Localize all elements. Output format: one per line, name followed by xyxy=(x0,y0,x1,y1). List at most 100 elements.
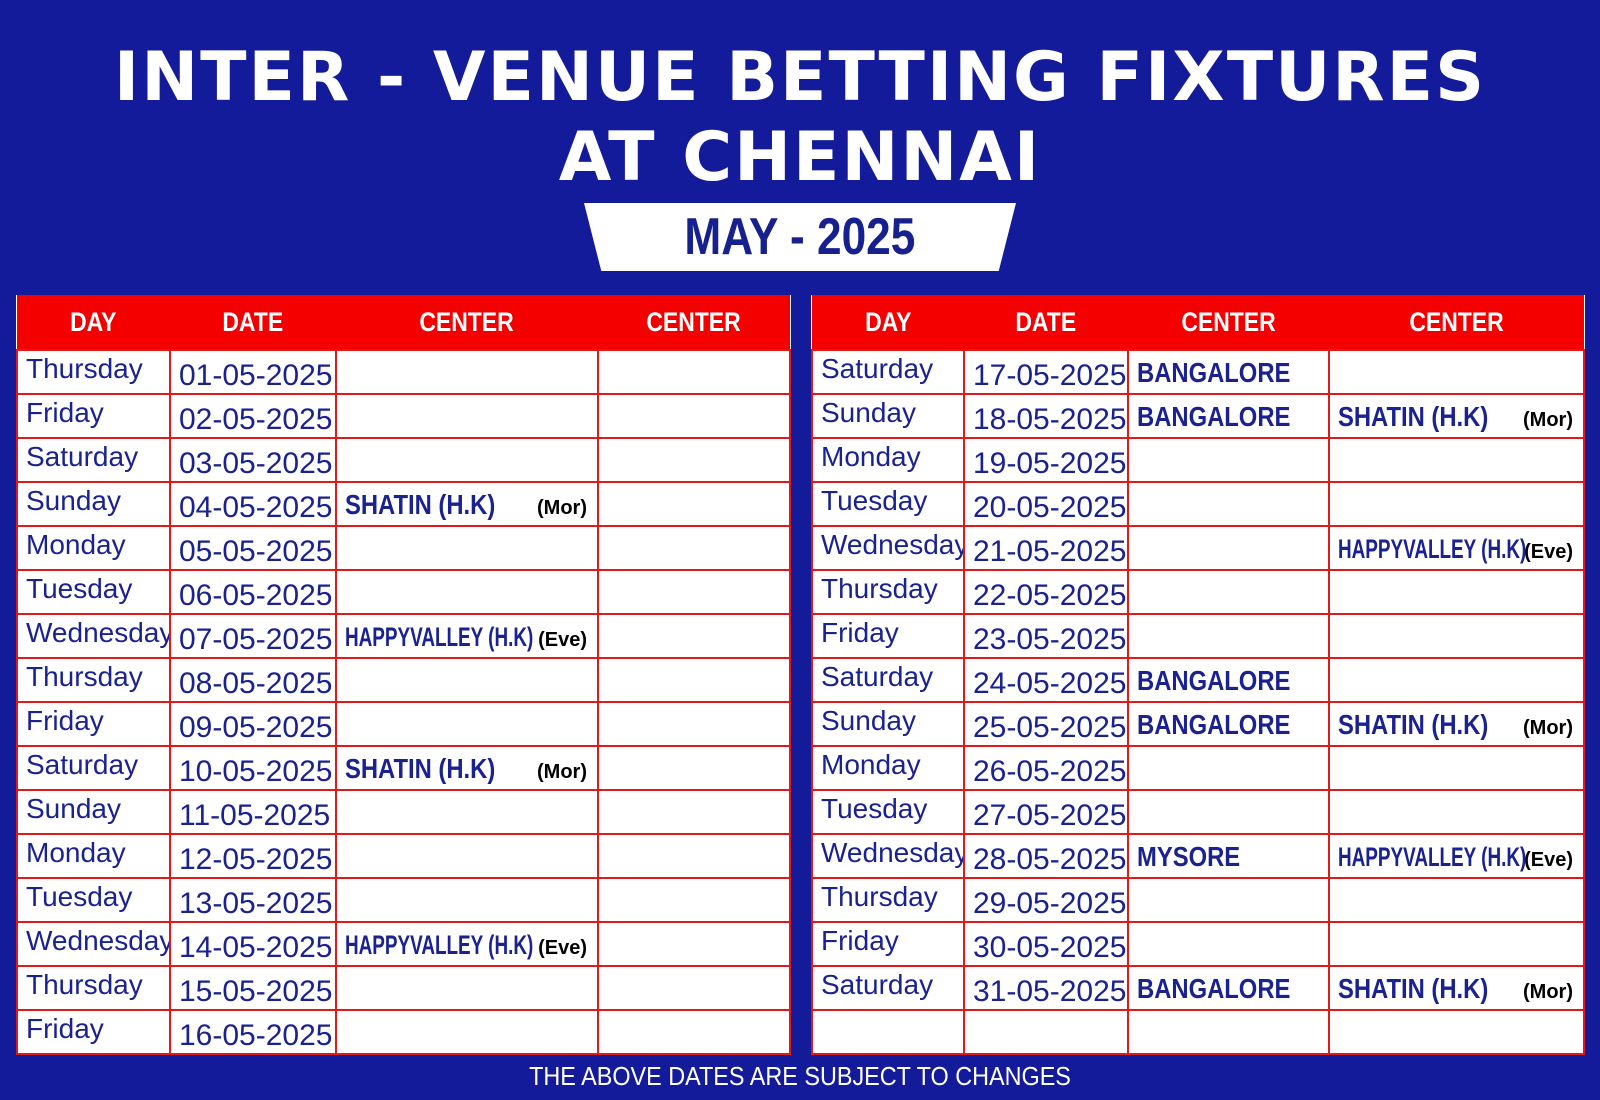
day-cell: Thursday xyxy=(16,965,171,1011)
day-cell: Tuesday xyxy=(16,569,171,615)
table-row: Monday 12-05-2025 xyxy=(16,833,791,879)
table-row: Friday 02-05-2025 xyxy=(16,393,791,439)
center-name: BANGALORE xyxy=(1137,400,1291,432)
date-cell: 08-05-2025 xyxy=(169,657,337,703)
day-cell xyxy=(811,1009,965,1055)
date-cell: 05-05-2025 xyxy=(169,525,337,571)
session-tag: (Eve) xyxy=(538,629,587,651)
center-cell: SHATIN (H.K) (Mor) xyxy=(1328,393,1585,439)
fixtures-table-left: DAY DATE CENTER CENTER Thursday 01-05-2025 Fri… xyxy=(16,295,791,1055)
day-cell: Sunday xyxy=(16,481,171,527)
day-cell: Sunday xyxy=(16,789,171,835)
table-row: Saturday 17-05-2025 BANGALORE xyxy=(811,349,1585,395)
center-cell: HAPPYVALLEY (H.K) (Eve) xyxy=(1328,833,1585,879)
center-cell xyxy=(597,525,791,571)
center-cell xyxy=(597,745,791,791)
day-cell: Sunday xyxy=(811,701,965,747)
table-row: Thursday 29-05-2025 xyxy=(811,877,1585,923)
center-cell: BANGALORE xyxy=(1127,965,1330,1011)
center-cell xyxy=(1328,569,1585,615)
table-row: Sunday 18-05-2025 BANGALORE SHATIN (H.K) (Mo… xyxy=(811,393,1585,439)
center-name: HAPPYVALLEY (H.K) xyxy=(1338,533,1527,564)
day-cell: Saturday xyxy=(16,745,171,791)
table-row: Saturday 03-05-2025 xyxy=(16,437,791,483)
date-cell: 22-05-2025 xyxy=(963,569,1129,615)
column-header: DAY xyxy=(812,295,964,350)
center-cell xyxy=(335,877,599,923)
header-row: DAY DATE CENTER CENTER xyxy=(812,295,1584,350)
day-cell: Tuesday xyxy=(811,789,965,835)
footer-note: THE ABOVE DATES ARE SUBJECT TO CHANGES xyxy=(529,1061,1071,1091)
date-cell: 07-05-2025 xyxy=(169,613,337,659)
day-cell: Friday xyxy=(16,393,171,439)
column-header: DAY xyxy=(17,295,170,350)
date-cell: 03-05-2025 xyxy=(169,437,337,483)
title-line-2: AT CHENNAI xyxy=(558,118,1042,197)
center-cell: BANGALORE xyxy=(1127,393,1330,439)
center-cell xyxy=(335,569,599,615)
day-cell: Wednesday xyxy=(16,613,171,659)
table-row: Tuesday 27-05-2025 xyxy=(811,789,1585,835)
center-cell xyxy=(597,393,791,439)
session-tag: (Mor) xyxy=(537,497,587,519)
center-cell xyxy=(335,657,599,703)
center-cell xyxy=(335,525,599,571)
session-tag: (Mor) xyxy=(1523,981,1573,1003)
day-cell: Monday xyxy=(16,525,171,571)
table-row: Friday 30-05-2025 xyxy=(811,921,1585,967)
date-cell: 31-05-2025 xyxy=(963,965,1129,1011)
table-row: Wednesday 28-05-2025 MYSORE HAPPYVALLEY (H.… xyxy=(811,833,1585,879)
column-header: CENTER xyxy=(598,295,790,350)
center-cell xyxy=(1127,789,1330,835)
center-cell: SHATIN (H.K) (Mor) xyxy=(1328,965,1585,1011)
center-cell xyxy=(597,481,791,527)
center-cell xyxy=(597,349,791,395)
center-cell xyxy=(597,613,791,659)
column-header: DATE xyxy=(170,295,336,350)
day-cell: Friday xyxy=(811,921,965,967)
center-cell xyxy=(335,789,599,835)
date-cell: 12-05-2025 xyxy=(169,833,337,879)
day-cell: Saturday xyxy=(811,349,965,395)
header-row: DAY DATE CENTER CENTER xyxy=(17,295,790,350)
center-cell xyxy=(1328,349,1585,395)
day-cell: Wednesday xyxy=(811,525,965,571)
table-row: Wednesday 21-05-2025 HAPPYVALLEY (H.K) (Eve… xyxy=(811,525,1585,571)
date-cell: 14-05-2025 xyxy=(169,921,337,967)
center-cell: MYSORE xyxy=(1127,833,1330,879)
table-row: Sunday 11-05-2025 xyxy=(16,789,791,835)
center-cell xyxy=(597,877,791,923)
day-cell: Tuesday xyxy=(811,481,965,527)
date-cell: 06-05-2025 xyxy=(169,569,337,615)
center-cell xyxy=(1127,481,1330,527)
center-cell xyxy=(1127,921,1330,967)
center-cell xyxy=(1328,921,1585,967)
center-cell xyxy=(1328,481,1585,527)
date-cell: 15-05-2025 xyxy=(169,965,337,1011)
table-row: Thursday 08-05-2025 xyxy=(16,657,791,703)
session-tag: (Eve) xyxy=(1524,541,1573,563)
center-cell: HAPPYVALLEY (H.K) (Eve) xyxy=(1328,525,1585,571)
table-row: Monday 05-05-2025 xyxy=(16,525,791,571)
date-cell: 01-05-2025 xyxy=(169,349,337,395)
table-row: Friday 09-05-2025 xyxy=(16,701,791,747)
title-line-1: INTER - VENUE BETTING FIXTURES xyxy=(113,38,1487,117)
day-cell: Thursday xyxy=(16,657,171,703)
date-cell: 13-05-2025 xyxy=(169,877,337,923)
table-row: Thursday 01-05-2025 xyxy=(16,349,791,395)
center-cell xyxy=(335,437,599,483)
center-name: BANGALORE xyxy=(1137,356,1291,388)
day-cell: Saturday xyxy=(811,965,965,1011)
day-cell: Tuesday xyxy=(16,877,171,923)
center-cell xyxy=(1328,877,1585,923)
date-cell: 20-05-2025 xyxy=(963,481,1129,527)
session-tag: (Mor) xyxy=(1523,409,1573,431)
center-cell xyxy=(335,701,599,747)
column-header: DATE xyxy=(964,295,1128,350)
center-cell xyxy=(1328,657,1585,703)
center-cell xyxy=(597,965,791,1011)
center-cell: HAPPYVALLEY (H.K) (Eve) xyxy=(335,921,599,967)
center-cell xyxy=(1127,437,1330,483)
table-row xyxy=(811,1009,1585,1055)
center-cell: HAPPYVALLEY (H.K) (Eve) xyxy=(335,613,599,659)
